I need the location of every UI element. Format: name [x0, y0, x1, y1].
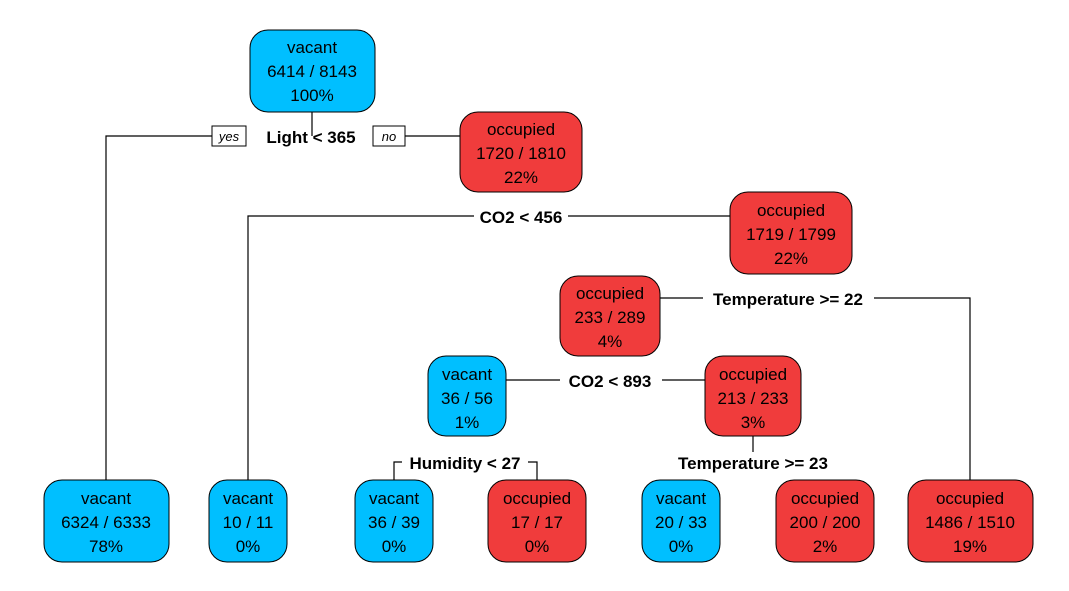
node-counts: 1719 / 1799: [746, 225, 836, 244]
node-counts: 6414 / 8143: [267, 62, 357, 81]
leaf-7: occupied 1486 / 1510 19%: [907, 479, 1034, 563]
node-class-label: occupied: [487, 120, 555, 139]
node-co2-low: vacant 36 / 56 1%: [427, 355, 507, 437]
node-percent: 100%: [290, 86, 333, 105]
node-counts: 233 / 289: [575, 308, 646, 327]
node-percent: 0%: [382, 537, 407, 556]
branch-label-no: no: [372, 125, 406, 147]
yes-label: yes: [218, 129, 240, 144]
node-class-label: vacant: [656, 489, 706, 508]
node-percent: 0%: [236, 537, 261, 556]
tree-edges: [105, 110, 971, 483]
branch-label-yes: yes: [211, 125, 247, 147]
edge-temp-22: [659, 297, 971, 483]
leaf-1: vacant 6324 / 6333 78%: [43, 479, 170, 563]
node-class-label: occupied: [576, 284, 644, 303]
node-percent: 78%: [89, 537, 123, 556]
node-class-label: vacant: [442, 365, 492, 384]
node-co2-high: occupied 1719 / 1799 22%: [729, 191, 853, 275]
node-class-label: occupied: [936, 489, 1004, 508]
edge-humidity-27: [393, 461, 538, 483]
split-light-365: Light < 365: [266, 128, 355, 147]
node-temp-high: occupied 233 / 289 4%: [559, 275, 661, 357]
split-temperature-22: Temperature >= 22: [713, 290, 863, 309]
split-co2-456: CO2 < 456: [480, 208, 563, 227]
node-class-label: vacant: [287, 38, 337, 57]
node-class-label: occupied: [719, 365, 787, 384]
edge-co2-456: [247, 215, 730, 483]
node-counts: 213 / 233: [718, 389, 789, 408]
node-percent: 22%: [774, 249, 808, 268]
node-percent: 1%: [455, 413, 480, 432]
node-counts: 10 / 11: [223, 513, 274, 532]
node-percent: 0%: [669, 537, 694, 556]
node-root: vacant 6414 / 8143 100%: [249, 29, 376, 113]
leaf-2: vacant 10 / 11 0%: [208, 479, 288, 563]
node-class-label: vacant: [81, 489, 131, 508]
node-class-label: occupied: [757, 201, 825, 220]
leaf-4: occupied 17 / 17 0%: [487, 479, 587, 563]
leaf-3: vacant 36 / 39 0%: [354, 479, 434, 563]
node-percent: 4%: [598, 332, 623, 351]
edge-light-left: [105, 135, 212, 483]
leaf-6: occupied 200 / 200 2%: [775, 479, 875, 563]
split-temperature-23: Temperature >= 23: [678, 454, 828, 473]
node-percent: 2%: [813, 537, 838, 556]
node-counts: 36 / 56: [441, 389, 493, 408]
node-counts: 200 / 200: [790, 513, 861, 532]
split-co2-893: CO2 < 893: [569, 372, 652, 391]
split-humidity-27: Humidity < 27: [409, 454, 520, 473]
node-percent: 22%: [504, 168, 538, 187]
node-percent: 19%: [953, 537, 987, 556]
node-co2-mid: occupied 213 / 233 3%: [704, 355, 802, 437]
node-counts: 17 / 17: [511, 513, 563, 532]
node-light-no: occupied 1720 / 1810 22%: [459, 111, 583, 193]
no-label: no: [382, 129, 396, 144]
node-percent: 0%: [525, 537, 550, 556]
node-class-label: occupied: [503, 489, 571, 508]
node-class-label: vacant: [369, 489, 419, 508]
node-class-label: vacant: [223, 489, 273, 508]
node-class-label: occupied: [791, 489, 859, 508]
node-percent: 3%: [741, 413, 766, 432]
node-counts: 1720 / 1810: [476, 144, 566, 163]
node-counts: 6324 / 6333: [61, 513, 151, 532]
node-counts: 1486 / 1510: [925, 513, 1015, 532]
node-counts: 20 / 33: [655, 513, 707, 532]
leaf-5: vacant 20 / 33 0%: [641, 479, 721, 563]
node-counts: 36 / 39: [368, 513, 420, 532]
